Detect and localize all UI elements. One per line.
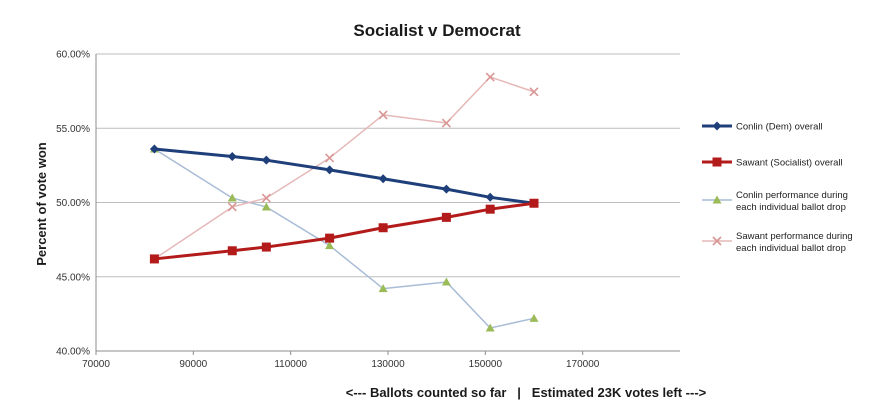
y-tick-label: 45.00% [56,272,90,283]
data-point [261,155,271,165]
legend-label: Sawant performance during each individual… [736,231,853,254]
data-point [378,110,388,120]
series-line [154,147,535,205]
y-tick-label: 55.00% [56,124,90,135]
legend-item: Conlin (Dem) overall [702,121,823,133]
series-1 [149,144,539,208]
series-3 [149,144,539,332]
legend-swatch-marker [712,195,722,204]
legend: Conlin (Dem) overall Sawant (Socialist) o… [702,121,853,254]
legend-label: Sawant (Socialist) overall [736,158,843,169]
x-tick-label: 150000 [469,359,503,370]
legend-swatch-marker [712,236,722,246]
data-point [441,184,451,194]
legend-swatch-marker [712,121,722,131]
series-line [154,148,535,329]
legend-item: Sawant (Socialist) overall [702,157,843,169]
chart-title: Socialist v Democrat [353,21,521,40]
data-point [325,233,335,243]
data-point [378,174,388,184]
data-point [325,165,335,175]
data-point [378,223,388,233]
gridlines [96,53,680,352]
legend-label: Conlin (Dem) overall [736,122,823,133]
y-axis-title: Percent of vote won [34,142,49,266]
data-point [485,204,495,214]
series-2 [149,198,539,264]
data-point [149,144,159,154]
x-tick-label: 70000 [82,359,110,370]
data-point [485,192,495,202]
data-point [485,72,495,82]
legend-item: Sawant performance during each individual… [702,231,853,254]
data-point [529,198,539,208]
legend-item: Conlin performance during each individual… [702,190,848,213]
legend-swatch-marker [712,157,722,167]
data-point [325,153,335,163]
data-point [261,193,271,203]
x-axis-title: <--- Ballots counted so far | Estimated … [346,385,707,400]
data-point [227,202,237,212]
x-tick-label: 170000 [566,359,600,370]
legend-label: Conlin performance during each individual… [736,190,848,213]
data-point [261,202,271,211]
axis-ticks: 40.00% 45.00% 50.00% 55.00% 60.00% 70000 90000… [56,50,600,371]
y-tick-label: 40.00% [56,347,90,358]
data-point [149,254,159,264]
x-tick-label: 130000 [371,359,405,370]
data-point [441,118,451,128]
data-point [441,277,451,286]
x-tick-label: 110000 [274,359,307,370]
y-tick-label: 50.00% [56,198,90,209]
series-layer [149,72,539,332]
x-tick-label: 90000 [179,359,207,370]
y-tick-label: 60.00% [56,50,90,61]
data-point [485,323,495,332]
series-line [153,76,535,260]
data-point [529,87,539,97]
data-point [378,284,388,293]
data-point [227,246,237,256]
data-point [325,241,335,250]
data-point [529,313,539,322]
series-line [154,201,535,261]
data-point [227,151,237,161]
data-point [227,193,237,202]
data-point [441,212,451,222]
data-point [261,242,271,252]
